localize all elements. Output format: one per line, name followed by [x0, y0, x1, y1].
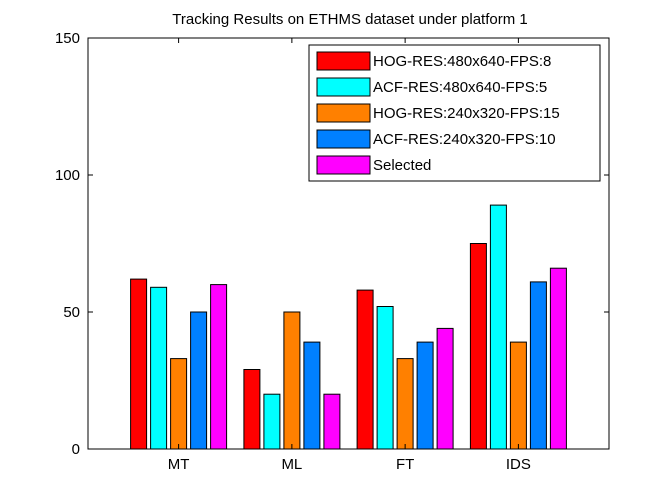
legend-swatch-1	[316, 51, 371, 71]
bar-ft-series-1	[356, 289, 374, 450]
bar-ids-series-1	[469, 243, 487, 450]
legend-label-1: HOG-RES:480x640-FPS:8	[373, 53, 551, 70]
bar-ids-series-5	[549, 267, 567, 450]
legend-label-5: Selected	[373, 157, 431, 174]
x-tick-label-ids: IDS	[506, 456, 531, 473]
legend-label-4: ACF-RES:240x320-FPS:10	[373, 131, 556, 148]
bar-mt-series-4	[190, 311, 208, 450]
chart-title: Tracking Results on ETHMS dataset under …	[172, 11, 527, 28]
bar-ids-series-3	[509, 341, 527, 450]
legend-swatch-4	[316, 129, 371, 149]
y-tick-label: 100	[55, 167, 80, 184]
y-tick-label: 0	[72, 441, 80, 458]
bar-ml-series-1	[243, 369, 261, 450]
bar-ids-series-4	[529, 281, 547, 450]
bar-ft-series-5	[436, 327, 454, 450]
legend-label-3: HOG-RES:240x320-FPS:15	[373, 105, 560, 122]
bar-ids-series-2	[489, 204, 507, 450]
legend-label-2: ACF-RES:480x640-FPS:5	[373, 79, 547, 96]
x-tick-label-ml: ML	[281, 456, 302, 473]
bar-mt-series-3	[170, 358, 188, 450]
bars-group	[130, 204, 567, 450]
bar-ft-series-2	[376, 306, 394, 450]
bar-mt-series-5	[210, 284, 228, 450]
bar-ml-series-4	[303, 341, 321, 450]
legend-swatch-3	[316, 103, 371, 123]
y-tick-label: 150	[55, 30, 80, 47]
x-axis: MT ML FT IDS	[168, 38, 531, 473]
bar-ml-series-2	[263, 393, 281, 450]
legend-swatch-5	[316, 155, 371, 175]
bar-ft-series-3	[396, 358, 414, 450]
y-tick-label: 50	[63, 304, 80, 321]
bar-mt-series-2	[150, 286, 168, 450]
bar-ft-series-4	[416, 341, 434, 450]
legend-swatch-2	[316, 77, 371, 97]
x-tick-label-ft: FT	[396, 456, 414, 473]
x-tick-label-mt: MT	[168, 456, 190, 473]
bar-ml-series-3	[283, 311, 301, 450]
plot-area-frame	[87, 37, 610, 450]
legend: HOG-RES:480x640-FPS:8 ACF-RES:480x640-FPS…	[308, 44, 601, 182]
bar-ml-series-5	[323, 393, 341, 450]
y-axis: 0 50 100 150	[55, 30, 609, 458]
bar-mt-series-1	[130, 278, 148, 450]
